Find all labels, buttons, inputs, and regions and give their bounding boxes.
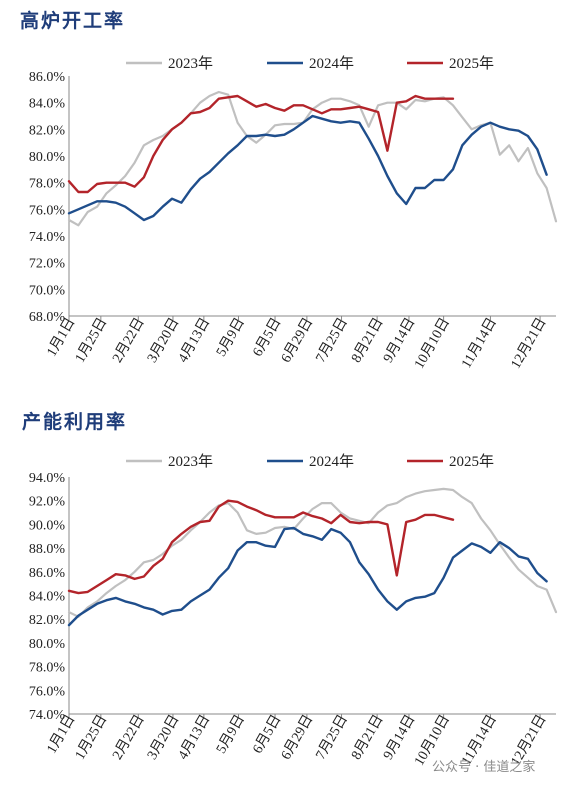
x-tick-label: 2月22日 (109, 712, 147, 762)
series-line-2024年 (67, 526, 548, 627)
y-tick-label: 76.0% (29, 684, 66, 699)
legend: 2023年 2024年 2025年 (126, 453, 494, 470)
y-tick-label: 88.0% (29, 542, 66, 557)
plot-area (67, 487, 558, 627)
y-tick-label: 92.0% (29, 495, 66, 510)
chart-title: 高炉开工率 (20, 9, 125, 32)
y-axis: 86.0% 84.0% 82.0% 80.0% 78.0% 76.0% 74.0% 72.0%… (29, 70, 70, 325)
x-tick-label: 6月5日 (250, 315, 285, 359)
legend-label: 2023年 (168, 55, 213, 72)
y-tick-label: 74.0% (29, 230, 66, 245)
plot-area (67, 90, 558, 227)
x-tick-label: 12月21日 (508, 315, 550, 371)
blast-furnace-operating-rate-chart: 高炉开工率 2023年 2024年 2025年 86.0% 84.0% 82.0% 80.… (20, 9, 558, 371)
y-tick-label: 76.0% (29, 203, 66, 218)
capacity-utilization-chart: 产能利用率 2023年 2024年 2025年 94.0% 92.0% 90.0% 88.… (22, 410, 558, 768)
x-tick-label: 5月9日 (213, 315, 248, 359)
y-tick-label: 84.0% (29, 590, 66, 605)
x-tick-label: 11月14日 (458, 315, 500, 371)
legend-label: 2023年 (168, 453, 213, 470)
series-line-2024年 (67, 114, 548, 222)
y-tick-label: 94.0% (29, 471, 66, 486)
x-tick-label: 6月5日 (250, 712, 285, 756)
series-line-2023年 (67, 90, 558, 227)
series-line-2025年 (67, 499, 455, 595)
x-tick-label: 2月22日 (109, 315, 147, 365)
y-tick-label: 68.0% (29, 310, 66, 325)
y-tick-label: 78.0% (29, 177, 66, 192)
y-tick-label: 86.0% (29, 70, 66, 85)
x-tick-label: 5月9日 (213, 712, 248, 756)
y-tick-label: 74.0% (29, 708, 66, 723)
legend: 2023年 2024年 2025年 (126, 55, 494, 72)
y-tick-label: 82.0% (29, 123, 66, 138)
y-tick-label: 70.0% (29, 283, 66, 298)
legend-label: 2024年 (309, 453, 354, 470)
y-axis: 94.0% 92.0% 90.0% 88.0% 86.0% 84.0% 82.0% 80.0%… (29, 471, 70, 723)
y-tick-label: 78.0% (29, 661, 66, 676)
y-tick-label: 72.0% (29, 257, 66, 272)
legend-label: 2025年 (449, 55, 494, 72)
y-tick-label: 84.0% (29, 97, 66, 112)
series-line-2023年 (67, 487, 558, 618)
chart-title: 产能利用率 (22, 410, 127, 433)
y-tick-label: 82.0% (29, 613, 66, 628)
legend-label: 2024年 (309, 55, 354, 72)
y-tick-label: 86.0% (29, 566, 66, 581)
x-tick-label: 7月25日 (313, 712, 351, 762)
x-tick-label: 7月25日 (313, 315, 351, 365)
y-tick-label: 80.0% (29, 150, 66, 165)
watermark-text: 公众号 · 佳道之家 (432, 759, 535, 775)
y-tick-label: 90.0% (29, 518, 66, 533)
y-tick-label: 80.0% (29, 637, 66, 652)
legend-label: 2025年 (449, 453, 494, 470)
series-line-2025年 (67, 94, 455, 194)
